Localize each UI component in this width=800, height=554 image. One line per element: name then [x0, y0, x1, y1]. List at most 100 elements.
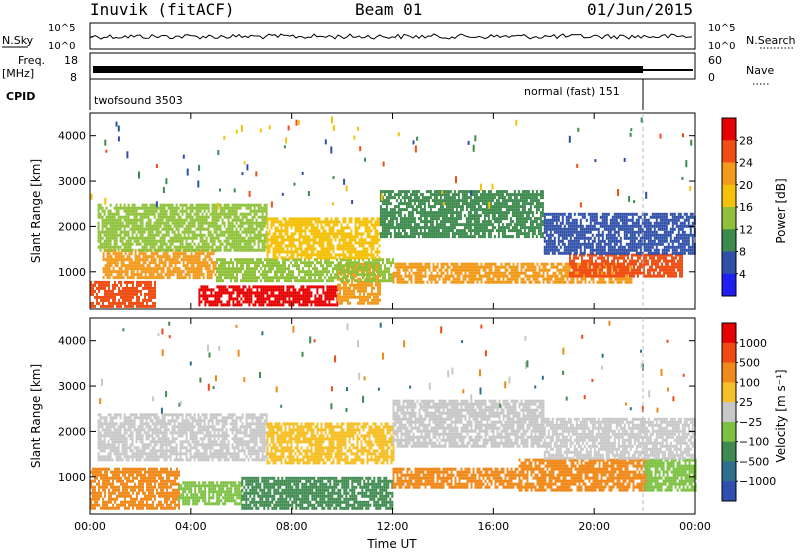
heatmap-cell	[188, 261, 191, 265]
heatmap-cell	[434, 268, 437, 272]
heatmap-cell	[619, 262, 621, 266]
heatmap-cell	[391, 196, 394, 200]
heatmap-cell	[338, 256, 341, 260]
heatmap-cell	[226, 303, 229, 307]
heatmap-cell	[328, 223, 331, 227]
heatmap-cell	[366, 273, 368, 277]
heatmap-cell	[405, 220, 408, 224]
heatmap-cell	[238, 294, 241, 298]
heatmap-cell	[139, 221, 142, 225]
heatmap-cell	[308, 276, 310, 280]
heatmap-cell	[155, 206, 158, 210]
heatmap-cell	[255, 248, 258, 252]
heatmap-cell	[268, 267, 270, 271]
heatmap-cell	[274, 241, 277, 245]
heatmap-cell	[134, 273, 137, 277]
heatmap-cell	[673, 274, 675, 278]
heatmap-cell	[439, 220, 442, 224]
heatmap-cell	[583, 268, 585, 272]
heatmap-cell	[625, 268, 627, 272]
heatmap-cell	[314, 247, 317, 251]
heatmap-cell	[671, 262, 673, 266]
heatmap-cell	[626, 277, 629, 281]
heatmap-cell	[322, 264, 324, 268]
heatmap-cell	[516, 277, 519, 281]
heatmap-cell	[361, 286, 363, 290]
heatmap-cell	[415, 190, 418, 194]
heatmap-cell	[272, 276, 274, 280]
heatmap-cell	[466, 268, 469, 272]
heatmap-cell	[252, 276, 254, 280]
heatmap-cell	[371, 301, 373, 305]
heatmap-cell	[165, 230, 168, 234]
heatmap-cell	[581, 256, 583, 260]
heatmap-cell	[643, 253, 645, 257]
heatmap-cell	[140, 273, 143, 277]
heatmap-cell	[605, 253, 607, 257]
heatmap-cell	[232, 285, 235, 289]
heatmap-cell	[663, 271, 665, 275]
heatmap-cell	[294, 258, 296, 262]
heatmap-cell	[532, 265, 535, 269]
heatmap-cell	[446, 262, 449, 266]
heatmap-cell	[334, 291, 337, 295]
heatmap-cell	[217, 218, 220, 222]
heatmap-cell	[358, 250, 361, 254]
heatmap-cell	[583, 265, 585, 269]
heatmap-cell	[218, 279, 220, 283]
heatmap-cell	[148, 273, 151, 277]
heatmap-cell	[391, 223, 394, 227]
heatmap-cell	[244, 291, 247, 295]
heatmap-cell	[449, 220, 452, 224]
heatmap-cell	[360, 279, 362, 283]
heatmap-cell	[627, 256, 629, 260]
heatmap-cell	[155, 233, 158, 237]
heatmap-cell	[284, 270, 286, 274]
heatmap-cell	[282, 273, 284, 277]
heatmap-cell	[362, 232, 365, 236]
heatmap-cell	[603, 256, 605, 260]
heatmap-cell	[276, 300, 279, 304]
heatmap-cell	[399, 190, 402, 194]
heatmap-cell	[653, 271, 655, 275]
heatmap-cell	[235, 206, 238, 210]
heatmap-cell	[540, 268, 543, 272]
heatmap-cell	[213, 218, 216, 222]
heatmap-cell	[385, 211, 388, 215]
heatmap-cell	[318, 270, 320, 274]
heatmap-cell	[383, 235, 386, 239]
heatmap-cell	[575, 256, 577, 260]
heatmap-cell	[185, 242, 188, 246]
heatmap-cell	[171, 227, 174, 231]
heatmap-cell	[257, 242, 260, 246]
heatmap-cell	[137, 242, 140, 246]
heatmap-cell	[205, 218, 208, 222]
heatmap-cell	[350, 258, 352, 262]
heatmap-cell	[138, 255, 141, 259]
heatmap-cell	[350, 264, 352, 268]
heatmap-cell	[389, 211, 392, 215]
heatmap-cell	[575, 262, 577, 266]
heatmap-cell	[411, 211, 414, 215]
heatmap-cell	[278, 247, 281, 251]
heatmap-cell	[216, 297, 219, 301]
heatmap-cell	[470, 265, 473, 269]
heatmap-cell	[478, 274, 481, 278]
heatmap-cell	[474, 268, 477, 272]
heatmap-cell	[593, 268, 595, 272]
heatmap-cell	[582, 274, 585, 278]
heatmap-cell	[251, 230, 254, 234]
heatmap-cell	[237, 233, 240, 237]
heatmap-cell	[108, 255, 111, 259]
heatmap-cell	[119, 206, 122, 210]
heatmap-cell	[452, 277, 455, 281]
heatmap-cell	[235, 248, 238, 252]
heatmap-cell	[128, 267, 131, 271]
heatmap-cell	[249, 209, 252, 213]
heatmap-cell	[160, 273, 163, 277]
heatmap-cell	[143, 227, 146, 231]
heatmap-cell	[288, 238, 291, 242]
heatmap-cell	[251, 203, 254, 207]
heatmap-cell	[408, 277, 411, 281]
heatmap-cell	[359, 286, 361, 290]
